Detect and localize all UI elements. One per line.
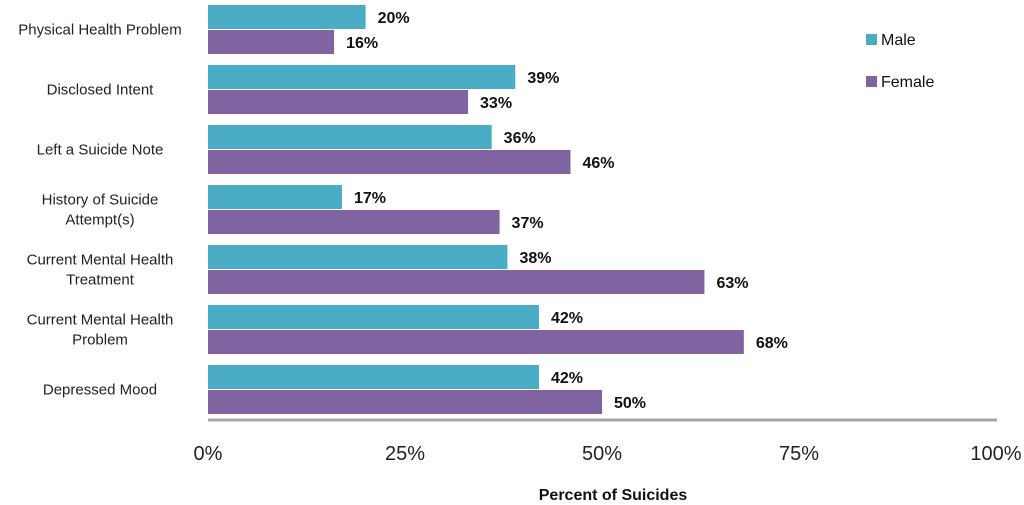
data-label-female-current-mental-health-treatment: 63% — [716, 275, 748, 292]
category-label-disclosed-intent: Disclosed Intent — [47, 82, 155, 99]
data-label-male-history-of-suicide-attempt-s: 17% — [354, 190, 386, 207]
x-tick-label-4: 100% — [970, 443, 1021, 465]
x-tick-label-3: 75% — [779, 443, 819, 465]
data-label-female-disclosed-intent: 33% — [480, 95, 512, 112]
bar-female-current-mental-health-problem — [208, 330, 744, 354]
bar-male-current-mental-health-problem — [208, 305, 539, 329]
legend-swatch-male — [866, 34, 877, 45]
data-label-female-physical-health-problem: 16% — [346, 35, 378, 52]
legend-label-female: Female — [881, 74, 934, 91]
x-tick-label-0: 0% — [194, 443, 223, 465]
bars-group — [208, 5, 744, 414]
data-label-male-current-mental-health-treatment: 38% — [519, 250, 551, 267]
bar-male-history-of-suicide-attempt-s — [208, 185, 342, 209]
bar-male-depressed-mood — [208, 365, 539, 389]
bar-male-disclosed-intent — [208, 65, 515, 89]
data-label-female-left-a-suicide-note: 46% — [582, 155, 614, 172]
x-axis-title: Percent of Suicides — [539, 487, 688, 504]
data-label-female-depressed-mood: 50% — [614, 395, 646, 412]
category-label-depressed-mood: Depressed Mood — [43, 382, 157, 399]
category-label-current-mental-health-problem: Current Mental Health Problem — [27, 312, 174, 349]
bar-female-disclosed-intent — [208, 90, 468, 114]
category-label-physical-health-problem: Physical Health Problem — [18, 22, 181, 39]
data-label-male-disclosed-intent: 39% — [527, 70, 559, 87]
legend: Male Female — [866, 32, 934, 91]
x-tick-labels-group: 0% 25% 50% 75% 100% — [194, 443, 1022, 465]
data-label-male-physical-health-problem: 20% — [378, 10, 410, 27]
category-label-left-a-suicide-note: Left a Suicide Note — [37, 142, 164, 159]
data-label-female-current-mental-health-problem: 68% — [756, 335, 788, 352]
data-label-male-left-a-suicide-note: 36% — [504, 130, 536, 147]
data-label-male-current-mental-health-problem: 42% — [551, 310, 583, 327]
bar-male-left-a-suicide-note — [208, 125, 492, 149]
data-label-male-depressed-mood: 42% — [551, 370, 583, 387]
bar-female-current-mental-health-treatment — [208, 270, 704, 294]
x-tick-label-1: 25% — [385, 443, 425, 465]
bar-male-physical-health-problem — [208, 5, 366, 29]
bar-female-history-of-suicide-attempt-s — [208, 210, 500, 234]
category-labels-group: Physical Health Problem Disclosed Intent L… — [18, 22, 181, 399]
legend-label-male: Male — [881, 32, 916, 49]
bar-female-left-a-suicide-note — [208, 150, 570, 174]
category-label-current-mental-health-treatment: Current Mental Health Treatment — [27, 252, 174, 289]
bar-female-depressed-mood — [208, 390, 602, 414]
legend-swatch-female — [866, 76, 877, 87]
category-label-history-of-suicide-attempt-s: History of Suicide Attempt(s) — [42, 192, 159, 229]
data-label-female-history-of-suicide-attempt-s: 37% — [512, 215, 544, 232]
bar-female-physical-health-problem — [208, 30, 334, 54]
bar-male-current-mental-health-treatment — [208, 245, 507, 269]
x-tick-label-2: 50% — [582, 443, 622, 465]
